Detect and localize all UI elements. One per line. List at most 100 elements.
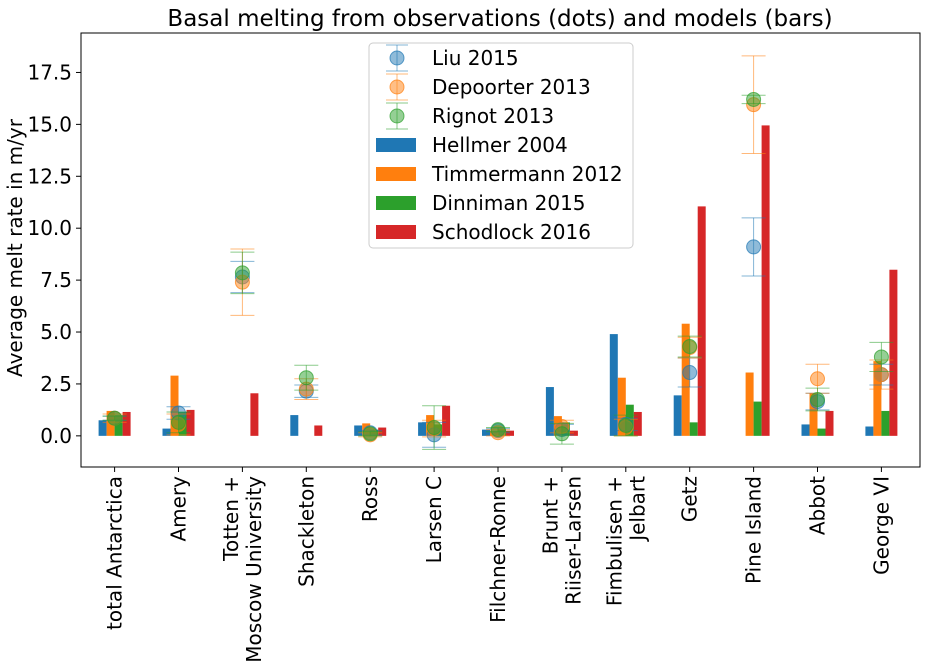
point-rignot-2013 <box>810 392 825 408</box>
legend-label: Liu 2015 <box>432 46 519 70</box>
bar-timmermann-2012 <box>873 361 882 436</box>
legend-label: Depoorter 2013 <box>432 75 591 99</box>
legend-label: Hellmer 2004 <box>432 133 568 157</box>
bar-dinniman-2015 <box>753 401 762 436</box>
plot-frame <box>80 32 921 468</box>
bar-schodlock-2016 <box>122 411 131 436</box>
point-rignot-2013 <box>362 426 378 442</box>
y-tick-label: 10.0 <box>27 216 72 240</box>
legend-marker <box>389 79 405 95</box>
point-rignot-2013 <box>107 410 123 426</box>
x-tick-label: Larsen C <box>422 476 446 563</box>
bar-schodlock-2016 <box>889 269 898 436</box>
point-rignot-2013 <box>618 417 634 433</box>
bar-dinniman-2015 <box>114 415 123 436</box>
y-tick-label: 2.5 <box>40 372 72 396</box>
bar-schodlock-2016 <box>633 411 642 436</box>
y-tick-label: 5.0 <box>40 320 72 344</box>
point-rignot-2013 <box>554 426 570 442</box>
y-tick-label: 0.0 <box>40 424 72 448</box>
bar-schodlock-2016 <box>506 430 514 436</box>
x-tick-label-line: Brunt + <box>538 476 562 554</box>
x-tick-label: total Antarctica <box>103 476 127 630</box>
x-tick-label-line: Filchner-Ronne <box>486 476 510 623</box>
bar-hellmer-2004 <box>801 424 810 436</box>
x-tick-label-line: Amery <box>167 476 191 542</box>
bar-schodlock-2016 <box>697 206 706 436</box>
legend-label: Schodlock 2016 <box>432 220 591 244</box>
x-tick-label: Totten +Moscow University <box>219 476 266 663</box>
point-rignot-2013 <box>682 339 698 355</box>
bar-schodlock-2016 <box>186 409 195 436</box>
bar-schodlock-2016 <box>314 425 323 436</box>
legend: Liu 2015 Depoorter 2013 Rignot 2013 Hellmer… <box>368 42 634 249</box>
legend-label: Dinniman 2015 <box>432 191 586 215</box>
bar-schodlock-2016 <box>825 410 834 436</box>
bar-schodlock-2016 <box>569 430 578 436</box>
x-tick-label: Amery <box>167 476 191 542</box>
plot-area: 0.0 2.5 5.0 7.5 10.0 12.5 15.0 17.5 total Antarc… <box>27 32 921 663</box>
bar-dinniman-2015 <box>817 428 826 436</box>
legend-marker <box>389 50 405 66</box>
bar-hellmer-2004 <box>162 428 171 436</box>
chart-title: Basal melting from observations (dots) a… <box>167 6 832 32</box>
x-tick-label-line: Totten + <box>219 476 243 562</box>
x-tick-label-line: Shackleton <box>294 476 318 587</box>
point-rignot-2013 <box>298 370 314 386</box>
x-tick-label-line: Getz <box>678 476 702 522</box>
x-tick-label-line: Ross <box>358 476 382 522</box>
bar-timmermann-2012 <box>170 375 179 436</box>
point-rignot-2013 <box>426 420 442 436</box>
point-rignot-2013 <box>746 91 762 107</box>
point-liu-2015 <box>746 239 762 255</box>
x-tick-label-line: Moscow University <box>242 476 266 663</box>
y-axis-label: Average melt rate in m/yr <box>3 118 27 377</box>
bar-hellmer-2004 <box>865 426 874 436</box>
y-tick-label: 15.0 <box>27 112 72 136</box>
legend-swatch <box>376 196 416 210</box>
x-tick-label: Fimbulisen +Jelbart <box>602 476 649 606</box>
x-tick-label: George VI <box>869 476 893 575</box>
y-tick-label: 12.5 <box>27 164 72 188</box>
bar-hellmer-2004 <box>290 415 299 436</box>
legend-swatch <box>376 225 416 239</box>
bar-schodlock-2016 <box>761 125 770 436</box>
legend-box <box>368 42 634 249</box>
legend-swatch <box>376 138 416 152</box>
x-tick-label: Ross <box>358 476 382 522</box>
bar-hellmer-2004 <box>418 422 427 436</box>
x-tick-label-line: Jelbart <box>625 476 649 543</box>
x-tick-label-line: Abbot <box>806 476 830 535</box>
x-tick-label-line: Larsen C <box>422 476 446 563</box>
x-tick-label-line: Riiser-Larsen <box>561 476 585 605</box>
x-tick-label: Shackleton <box>294 476 318 587</box>
x-tick-label: Brunt +Riiser-Larsen <box>538 476 585 605</box>
bar-schodlock-2016 <box>442 405 451 436</box>
point-rignot-2013 <box>490 422 506 438</box>
point-rignot-2013 <box>873 349 889 365</box>
bar-schodlock-2016 <box>250 393 259 436</box>
x-tick-label: Pine Island <box>742 476 766 584</box>
bar-timmermann-2012 <box>745 372 754 436</box>
bar-dinniman-2015 <box>881 410 890 436</box>
point-rignot-2013 <box>171 414 186 430</box>
point-liu-2015 <box>682 365 698 381</box>
bar-dinniman-2015 <box>689 422 698 436</box>
bar-hellmer-2004 <box>609 334 618 436</box>
legend-marker <box>389 108 405 124</box>
legend-swatch <box>376 167 416 181</box>
bar-hellmer-2004 <box>98 420 107 436</box>
x-tick-label-line: Pine Island <box>742 476 766 584</box>
point-depoorter-2013 <box>810 371 825 387</box>
bar-hellmer-2004 <box>545 387 554 436</box>
bar-hellmer-2004 <box>673 395 682 436</box>
x-tick-label-line: total Antarctica <box>103 476 127 630</box>
bar-timmermann-2012 <box>617 377 626 436</box>
legend-label: Timmermann 2012 <box>431 162 623 186</box>
bar-timmermann-2012 <box>681 323 690 436</box>
x-tick-label-line: Fimbulisen + <box>602 476 626 606</box>
point-rignot-2013 <box>234 265 250 281</box>
x-tick-label: Filchner-Ronne <box>486 476 510 623</box>
legend-label: Rignot 2013 <box>432 104 554 128</box>
